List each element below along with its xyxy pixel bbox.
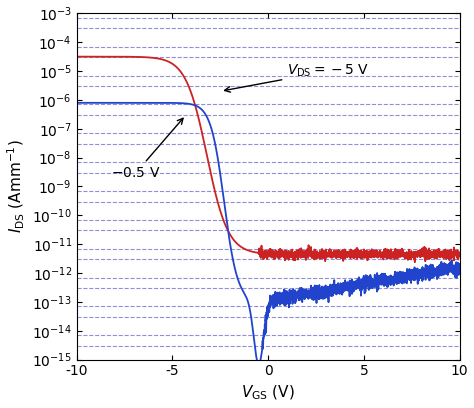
Text: $V_{\mathrm{DS}} = -5$ V: $V_{\mathrm{DS}} = -5$ V xyxy=(225,63,370,92)
Y-axis label: $I_{\mathrm{DS}}$ (Amm$^{-1}$): $I_{\mathrm{DS}}$ (Amm$^{-1}$) xyxy=(6,140,27,233)
X-axis label: $V_{\mathrm{GS}}$ (V): $V_{\mathrm{GS}}$ (V) xyxy=(241,384,295,402)
Text: $-0.5$ V: $-0.5$ V xyxy=(111,118,183,180)
